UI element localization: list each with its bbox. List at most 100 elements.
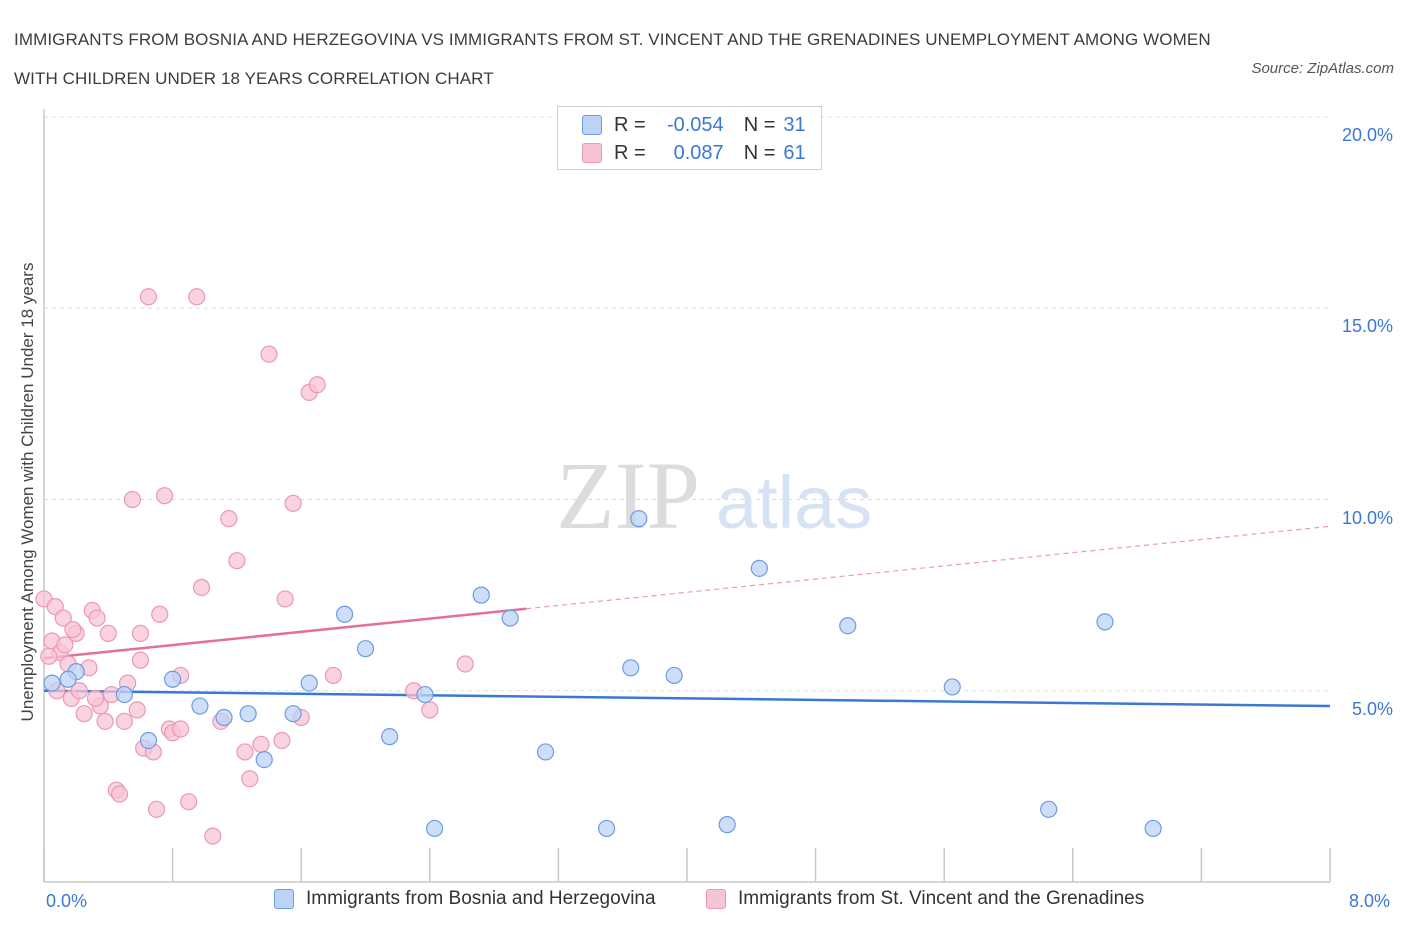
point-bosnia: [139, 731, 158, 750]
point-bosnia: [665, 666, 683, 685]
source-label: Source: ZipAtlas.com: [1251, 60, 1394, 77]
watermark-atlas: atlas: [716, 461, 872, 544]
point-bosnia: [381, 728, 399, 746]
point-stvincent: [188, 288, 206, 306]
y-tick-label: 10.0%: [1341, 507, 1393, 528]
r-value: 0.087: [673, 141, 724, 164]
point-stvincent: [172, 720, 190, 738]
point-stvincent: [96, 712, 114, 730]
point-stvincent: [40, 647, 58, 665]
point-stvincent: [99, 624, 117, 642]
n-value: 31: [783, 113, 806, 136]
point-bosnia: [115, 685, 133, 704]
series-legend-bosnia: Immigrants from Bosnia and Herzegovina: [274, 888, 656, 910]
data-points: [35, 288, 1162, 845]
point-bosnia: [356, 640, 375, 658]
series-name: Immigrants from St. Vincent and the Gren…: [738, 888, 1145, 909]
axes: [43, 109, 1331, 883]
point-bosnia: [59, 670, 77, 688]
point-bosnia: [1040, 800, 1058, 818]
point-stvincent: [421, 701, 439, 719]
point-bosnia: [1096, 613, 1114, 631]
point-bosnia: [501, 609, 519, 627]
point-stvincent: [64, 620, 82, 639]
point-stvincent: [147, 800, 166, 818]
watermark-zip: ZIP: [556, 442, 700, 549]
point-bosnia: [598, 819, 616, 838]
point-bosnia: [191, 697, 209, 715]
correlation-legend: R = -0.054 N = 31 R = 0.087 N = 61: [557, 106, 822, 170]
point-bosnia: [416, 685, 434, 704]
n-label: N =: [743, 141, 776, 164]
point-bosnia: [43, 674, 61, 692]
chart-title: IMMIGRANTS FROM BOSNIA AND HERZEGOVINA V…: [14, 30, 1211, 88]
point-stvincent: [86, 689, 105, 708]
point-stvincent: [70, 682, 88, 700]
point-stvincent: [204, 827, 222, 845]
point-stvincent: [54, 609, 72, 627]
point-bosnia: [300, 674, 318, 692]
point-stvincent: [241, 770, 259, 788]
point-bosnia: [284, 705, 302, 723]
trend-line-stvincent: [43, 607, 527, 660]
point-bosnia: [255, 750, 273, 769]
y-tick-label: 5.0%: [1351, 698, 1393, 719]
point-stvincent: [180, 793, 198, 811]
point-stvincent: [192, 578, 211, 597]
point-stvincent: [456, 655, 474, 673]
point-bosnia: [839, 617, 857, 635]
y-tick-label: 20.0%: [1341, 125, 1393, 145]
point-bosnia: [750, 559, 768, 577]
point-bosnia: [239, 705, 257, 723]
r-value: -0.054: [666, 113, 724, 136]
trend-lines: [43, 525, 1331, 708]
point-bosnia: [426, 819, 444, 838]
x-tick-label-min: 0.0%: [46, 891, 88, 911]
point-stvincent: [56, 636, 74, 654]
r-label: R =: [614, 141, 646, 164]
point-stvincent: [252, 735, 270, 753]
point-stvincent: [123, 490, 142, 509]
point-stvincent: [273, 731, 291, 750]
point-stvincent: [236, 743, 254, 761]
point-stvincent: [220, 510, 238, 528]
point-stvincent: [155, 487, 174, 505]
point-stvincent: [276, 590, 294, 608]
point-bosnia: [164, 670, 182, 688]
r-label: R =: [614, 113, 646, 136]
point-stvincent: [88, 609, 106, 627]
point-bosnia: [536, 743, 555, 761]
point-stvincent: [75, 705, 93, 723]
point-stvincent: [151, 605, 169, 623]
legend-row-stvincent: R = 0.087 N = 61: [582, 141, 806, 165]
point-stvincent: [139, 288, 158, 306]
point-bosnia: [630, 510, 648, 528]
watermark: ZIP atlas: [556, 442, 872, 549]
point-bosnia: [336, 605, 354, 623]
point-bosnia: [1144, 819, 1162, 838]
legend-swatch-blue: [274, 889, 294, 909]
point-stvincent: [260, 345, 278, 363]
x-tick-label-max: 8.0%: [1349, 891, 1391, 911]
grid-lines: [44, 116, 1330, 692]
series-name: Immigrants from Bosnia and Herzegovina: [306, 888, 656, 909]
series-legend-stvincent: Immigrants from St. Vincent and the Gren…: [706, 888, 1144, 910]
point-stvincent: [228, 552, 246, 570]
legend-row-bosnia: R = -0.054 N = 31: [582, 113, 806, 137]
point-bosnia: [472, 586, 490, 604]
point-stvincent: [110, 785, 129, 803]
point-stvincent: [324, 666, 342, 685]
n-value: 61: [783, 141, 806, 164]
point-stvincent: [308, 376, 326, 394]
legend-swatch-pink: [582, 143, 602, 163]
point-stvincent: [131, 624, 150, 642]
point-bosnia: [943, 678, 961, 696]
point-bosnia: [622, 659, 640, 677]
point-bosnia: [215, 708, 233, 727]
point-stvincent: [115, 712, 133, 730]
point-stvincent: [131, 651, 150, 669]
legend-swatch-blue: [582, 115, 602, 135]
point-stvincent: [128, 701, 146, 719]
y-axis-label: Unemployment Among Women with Children U…: [18, 262, 37, 722]
